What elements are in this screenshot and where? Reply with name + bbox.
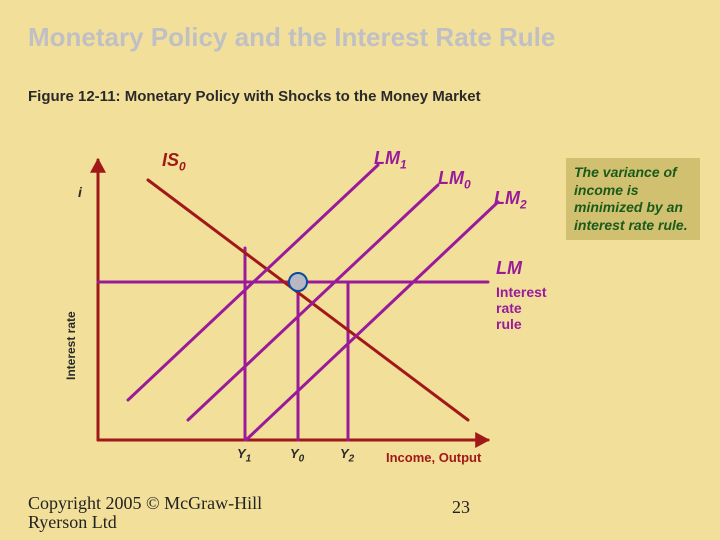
interest-rate-rule-label: Interest rate rule	[496, 284, 548, 332]
copyright-line1: Copyright 2005 © McGraw-Hill	[28, 493, 262, 513]
lm0-label: LM0	[438, 168, 471, 192]
figure-caption: Figure 12-11: Monetary Policy with Shock…	[28, 88, 481, 105]
lm2-label: LM2	[494, 188, 527, 212]
copyright-text: Copyright 2005 © McGraw-Hill Ryerson Ltd	[28, 494, 262, 532]
lm-horizontal-label: LM	[496, 258, 522, 279]
chart-area: IS0 LM1 LM0 LM2 LM Interest rate rule i …	[28, 140, 548, 470]
y2-tick-label: Y2	[340, 446, 354, 465]
side-note: The variance of income is minimized by a…	[566, 158, 700, 240]
is0-label: IS0	[162, 150, 186, 174]
slide-title: Monetary Policy and the Interest Rate Ru…	[28, 22, 555, 53]
page-number: 23	[452, 497, 470, 518]
copyright-line2: Ryerson Ltd	[28, 512, 117, 532]
y1-tick-label: Y1	[237, 446, 251, 465]
x-axis-label: Income, Output	[386, 450, 481, 465]
lm1-label: LM1	[374, 148, 407, 172]
i-axis-symbol: i	[78, 184, 82, 200]
y0-tick-label: Y0	[290, 446, 304, 465]
y-axis-label: Interest rate	[64, 311, 78, 380]
